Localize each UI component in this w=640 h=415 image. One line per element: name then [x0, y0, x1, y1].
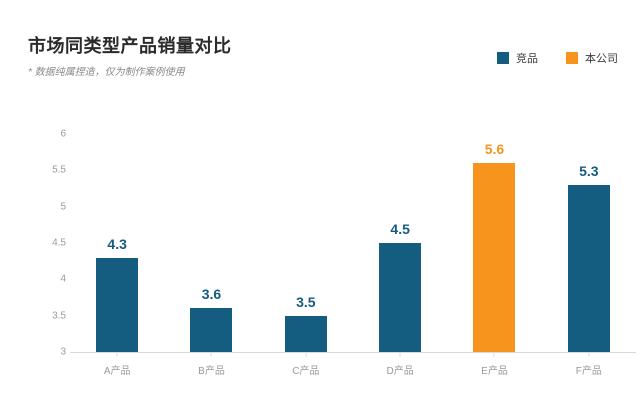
bar-D产品[interactable]	[379, 243, 422, 352]
x-axis-tick	[493, 352, 495, 357]
x-axis-category-label: C产品	[292, 366, 320, 377]
bar-E产品[interactable]	[473, 163, 516, 352]
bar-slot: 5.3 F产品	[542, 134, 636, 377]
x-axis-category-label: A产品	[103, 366, 131, 377]
x-axis-tick	[116, 352, 118, 357]
chart-subtitle: * 数据纯属捏造，仅为制作案例使用	[28, 67, 185, 78]
bar-F产品[interactable]	[567, 184, 610, 352]
x-axis-line	[70, 352, 636, 353]
y-axis-tick-label: 6	[60, 128, 66, 140]
bar-value-label: 4.3	[107, 235, 127, 252]
bar-slot: 3.6 B产品	[164, 134, 258, 377]
bar-slot: 3.5 C产品	[259, 134, 353, 377]
x-axis-category-label: B产品	[198, 366, 225, 377]
bar-value-label: 3.5	[296, 293, 316, 310]
x-axis-tick	[305, 352, 307, 357]
y-axis-tick-label: 5.5	[52, 164, 66, 176]
legend-item-own-company[interactable]: 本公司	[566, 50, 618, 66]
x-axis-tick	[210, 352, 212, 357]
chart-title: 市场同类型产品销量对比	[28, 36, 232, 56]
legend-swatch-own-company	[566, 52, 578, 64]
bar-value-label: 3.6	[201, 286, 222, 303]
legend-label-own-company: 本公司	[585, 53, 618, 65]
x-axis-category-label: D产品	[386, 366, 414, 377]
y-axis-tick-label: 4.5	[52, 237, 66, 249]
x-axis-category-label: F产品	[575, 366, 602, 377]
y-axis-tick-label: 4	[60, 273, 66, 285]
bar-C产品[interactable]	[284, 315, 327, 352]
bar-value-label: 5.6	[484, 141, 505, 158]
bar-slot: 4.5 D产品	[353, 134, 447, 377]
chart-legend: 竞品 本公司	[497, 50, 618, 66]
y-axis-tick-label: 3.5	[52, 310, 66, 322]
bar-B产品[interactable]	[190, 308, 233, 352]
bar-A产品[interactable]	[96, 257, 139, 352]
bar-slot: 5.6 E产品	[447, 134, 541, 377]
y-axis-tick-label: 5	[60, 201, 66, 213]
bar-group: 4.3 A产品 3.6 B产品 3.5 C产品 4.5 D产品 5.6 E产品 5.3 F产品	[70, 134, 636, 377]
bar-value-label: 5.3	[579, 162, 599, 179]
legend-swatch-competitor	[497, 52, 509, 64]
bar-slot: 4.3 A产品	[70, 134, 164, 377]
x-axis-tick	[399, 352, 401, 357]
x-axis-category-label: E产品	[481, 366, 508, 377]
y-axis: 3 3.5 4 4.5 5 5.5 6	[40, 129, 66, 358]
legend-label-competitor: 竞品	[516, 53, 538, 65]
x-axis-tick	[588, 352, 590, 357]
y-axis-tick-label: 3	[60, 346, 66, 358]
bar-value-label: 4.5	[390, 221, 410, 237]
legend-item-competitor[interactable]: 竞品	[497, 50, 538, 66]
